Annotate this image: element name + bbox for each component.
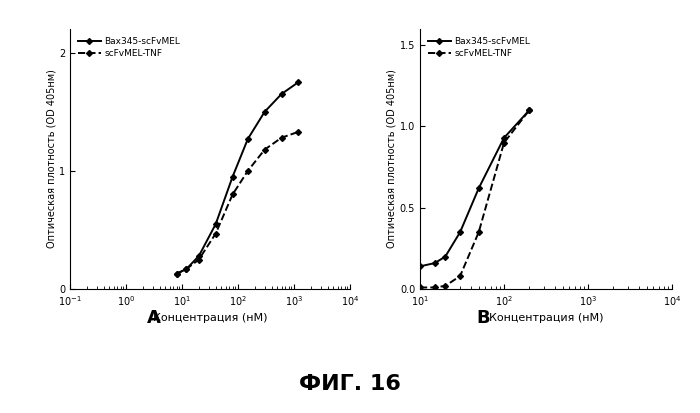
Text: B: B [476,309,490,327]
Bax345-scFvMEL [195,254,203,259]
Bax345-scFvMEL [416,264,424,269]
Text: A: A [147,309,161,327]
Legend: Bax345-scFvMEL, scFvMEL-TNF: Bax345-scFvMEL, scFvMEL-TNF [424,33,534,62]
Text: ФИГ. 16: ФИГ. 16 [299,374,401,394]
X-axis label: Концентрация (нМ): Концентрация (нМ) [153,313,267,323]
Bax345-scFvMEL [475,186,483,191]
Y-axis label: Оптическая плотность (OD 405нм): Оптическая плотность (OD 405нм) [387,69,397,249]
Bax345-scFvMEL [260,109,269,114]
Y-axis label: Оптическая плотность (OD 405нм): Оптическая плотность (OD 405нм) [46,69,56,249]
scFvMEL-TNF [277,135,286,140]
scFvMEL-TNF [456,274,464,279]
scFvMEL-TNF [475,230,483,235]
scFvMEL-TNF [294,129,302,134]
Bax345-scFvMEL [277,92,286,97]
Bax345-scFvMEL [182,266,190,271]
Line: scFvMEL-TNF: scFvMEL-TNF [418,108,531,290]
scFvMEL-TNF [244,169,252,173]
scFvMEL-TNF [195,257,203,262]
scFvMEL-TNF [525,108,533,113]
Bax345-scFvMEL [228,174,237,179]
scFvMEL-TNF [500,140,508,145]
Bax345-scFvMEL [172,271,181,276]
scFvMEL-TNF [416,285,424,290]
Bax345-scFvMEL [456,230,464,235]
Bax345-scFvMEL [525,108,533,113]
scFvMEL-TNF [182,266,190,271]
scFvMEL-TNF [211,231,220,236]
Line: Bax345-scFvMEL: Bax345-scFvMEL [418,108,531,268]
scFvMEL-TNF [430,285,439,290]
scFvMEL-TNF [228,192,237,197]
Bax345-scFvMEL [441,254,449,259]
Line: Bax345-scFvMEL: Bax345-scFvMEL [174,80,300,276]
X-axis label: Концентрация (нМ): Концентрация (нМ) [489,313,603,323]
Bax345-scFvMEL [211,221,220,226]
Line: scFvMEL-TNF: scFvMEL-TNF [174,130,300,276]
Bax345-scFvMEL [294,80,302,85]
scFvMEL-TNF [441,283,449,288]
Legend: Bax345-scFvMEL, scFvMEL-TNF: Bax345-scFvMEL, scFvMEL-TNF [74,33,184,62]
Bax345-scFvMEL [500,135,508,140]
Bax345-scFvMEL [430,261,439,266]
scFvMEL-TNF [260,147,269,152]
Bax345-scFvMEL [244,136,252,141]
scFvMEL-TNF [172,271,181,276]
